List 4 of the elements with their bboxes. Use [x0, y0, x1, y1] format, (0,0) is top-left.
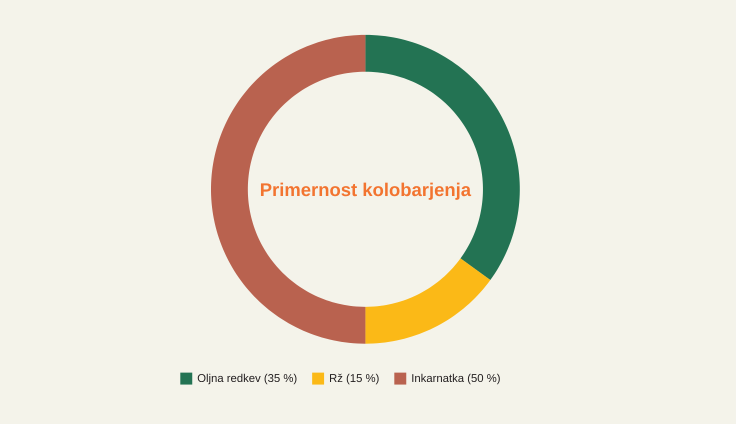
legend-label: Oljna redkev (35 %)	[198, 374, 296, 384]
legend-label: Rž (15 %)	[330, 374, 379, 384]
legend-label: Inkarnatka (50 %)	[412, 374, 500, 384]
text: Primernost kolobarjenja	[260, 182, 472, 200]
